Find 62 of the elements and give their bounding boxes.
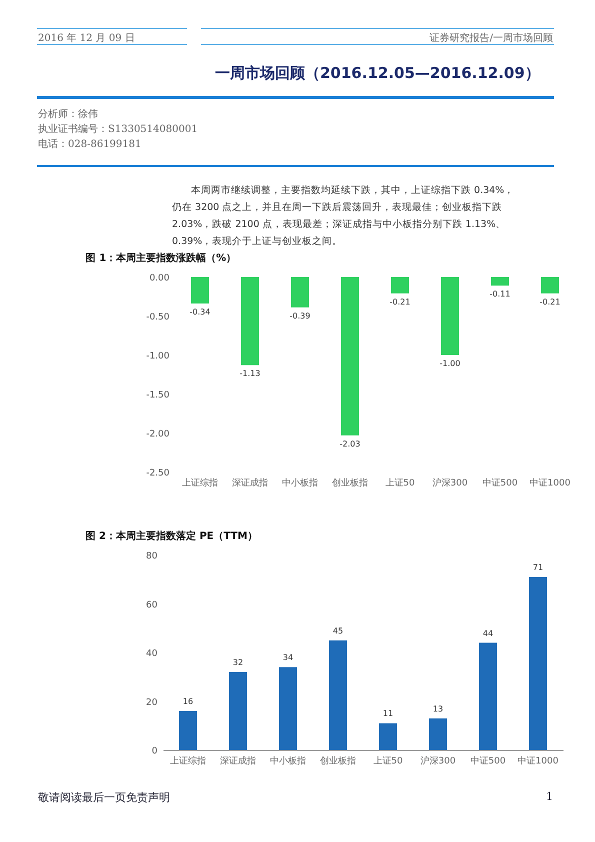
y-tick-label: -0.50 (146, 312, 170, 322)
data-label: 34 (282, 653, 294, 662)
data-label: -0.34 (190, 308, 210, 317)
bar (229, 672, 247, 750)
x-tick-label: 中证500 (482, 478, 518, 488)
x-tick-label: 中证500 (470, 756, 506, 766)
x-tick-label: 上证50 (373, 756, 403, 766)
text: 2016 年 12 月 09 日 (38, 32, 135, 45)
text: 本周两市继续调整，主要指数均延续下跌，其中，上证综指下跌 0.34%，仍在 3200 点之上，并且在周一下跌后震荡回升，表现最佳；创业板指下跌 2.03%，跌破 2100 点，表现最差；深证成指与中小板指分别下跌 1.13%、0.39%，表现介于上证与创业板之间。 (172, 184, 516, 249)
data-label: -0.21 (540, 297, 560, 306)
x-tick-label: 创业板指 (332, 478, 368, 488)
data-label: -0.21 (390, 297, 410, 306)
x-tick-label: 深证成指 (232, 478, 268, 488)
x-tick-label: 上证综指 (170, 756, 206, 766)
x-tick-label: 上证综指 (182, 478, 218, 488)
y-tick-label: -1.50 (146, 390, 170, 400)
text: 证券研究报告/一周市场回顾 (430, 32, 553, 45)
text: 敬请阅读最后一页免责声明 (38, 790, 170, 805)
bar (479, 642, 497, 750)
text: 执业证书编号：S1330514080001 (38, 122, 198, 136)
y-tick-label: 80 (146, 552, 158, 562)
x-tick-label: 创业板指 (320, 756, 356, 766)
bar (379, 723, 397, 750)
x-tick-label: 沪深300 (420, 756, 456, 766)
y-tick-label: -2.00 (146, 430, 170, 440)
x-tick-label: 中小板指 (282, 478, 318, 488)
data-label: -0.39 (290, 311, 310, 320)
data-label: -0.11 (490, 290, 510, 299)
bar (329, 640, 347, 750)
text: 1 (546, 790, 553, 803)
chart-title: 图 1：本周主要指数涨跌幅（%） (86, 252, 236, 264)
y-tick-label: 20 (146, 698, 158, 708)
y-tick-label: 40 (146, 649, 158, 659)
x-tick-label: 中证1000 (518, 756, 559, 766)
bar (179, 711, 197, 750)
x-tick-label: 深证成指 (220, 756, 256, 766)
data-label: 71 (532, 562, 544, 572)
data-label: 45 (332, 626, 344, 636)
data-label: -1.00 (440, 359, 460, 368)
data-label: 13 (432, 704, 444, 714)
y-tick-label: -2.50 (146, 468, 170, 478)
y-tick-label: 0.00 (149, 274, 170, 284)
text: 电话：028-86199181 (38, 138, 142, 151)
bar (429, 718, 447, 750)
x-tick-label: 上证50 (385, 478, 415, 488)
x-tick-label: 中小板指 (270, 756, 306, 766)
text: 分析师：徐伟 (38, 108, 98, 121)
data-label: 16 (182, 697, 194, 706)
x-tick-label: 中证1000 (530, 478, 571, 488)
data-label: 11 (382, 709, 394, 718)
data-label: -2.03 (340, 439, 360, 448)
chart-title: 图 2：本周主要指数落定 PE（TTM） (86, 530, 258, 542)
text: 一周市场回顾（2016.12.05—2016.12.09） (215, 64, 540, 83)
data-label: 32 (232, 658, 244, 667)
y-tick-label: 0 (152, 746, 158, 756)
data-label: -1.13 (240, 369, 260, 378)
y-tick-label: 60 (146, 600, 158, 610)
x-tick-label: 沪深300 (432, 478, 468, 488)
data-label: 44 (482, 628, 494, 638)
bar (279, 667, 297, 750)
y-tick-label: -1.00 (146, 352, 170, 362)
bar (529, 576, 547, 750)
